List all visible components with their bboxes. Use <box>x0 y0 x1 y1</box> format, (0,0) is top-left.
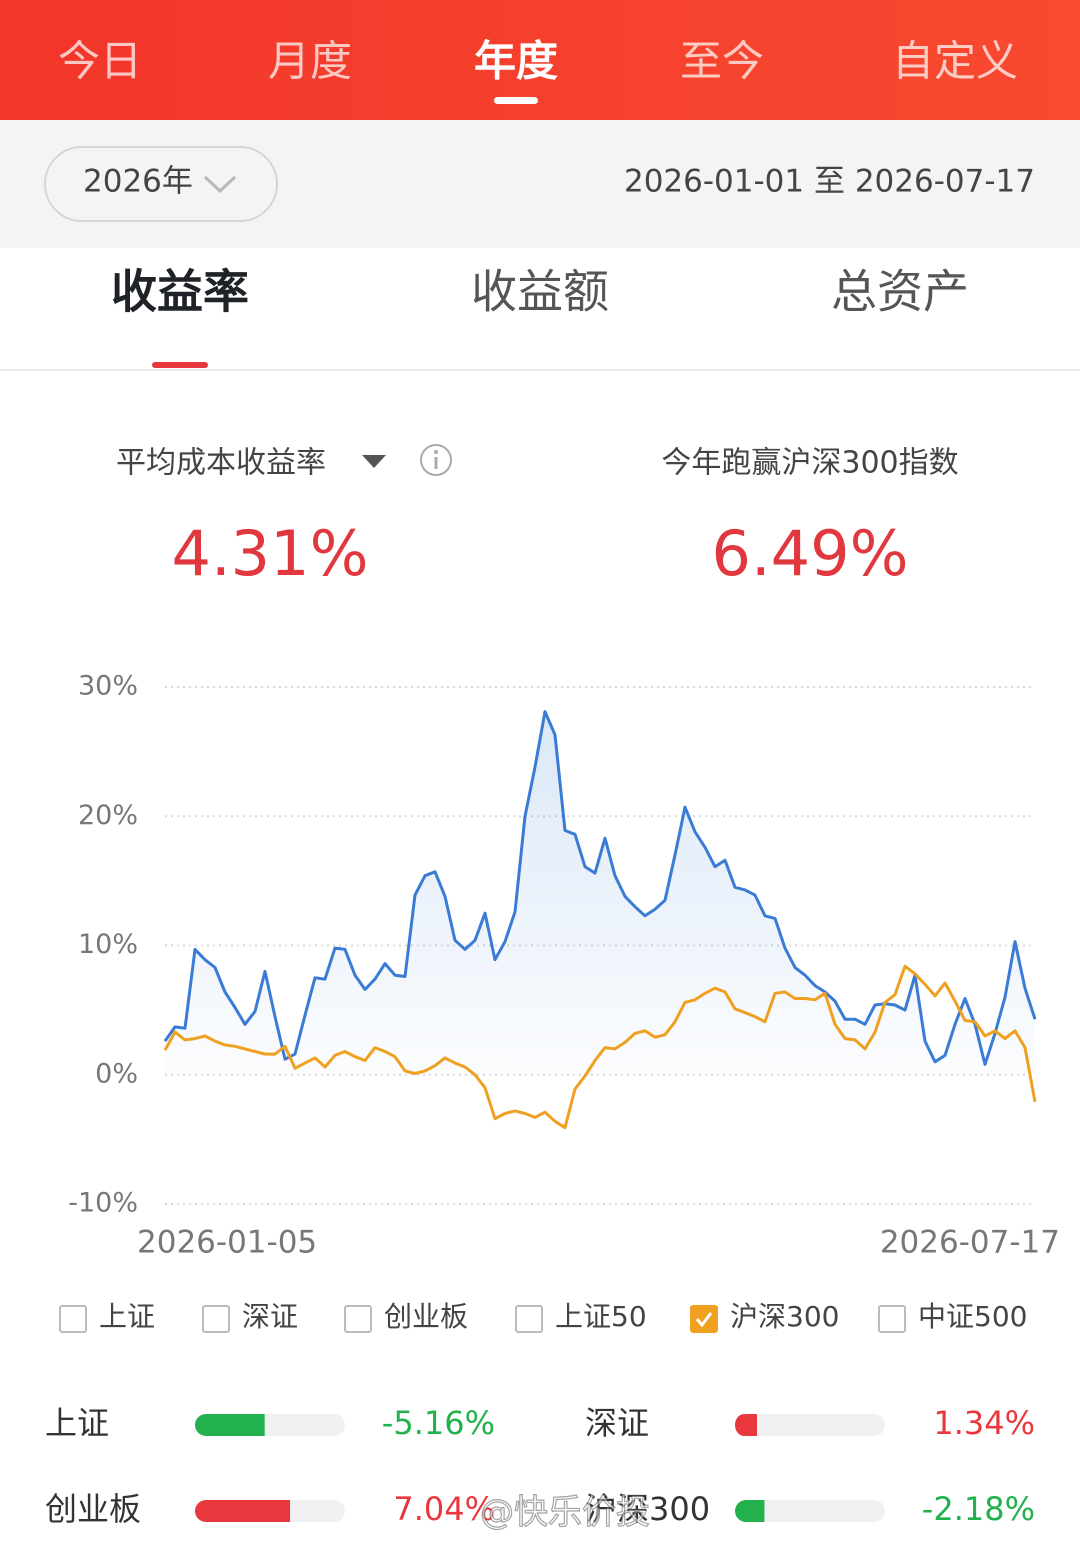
top-tab[interactable]: 自定义 <box>892 37 1018 86</box>
date-range: 2026-01-01 至 2026-07-17 <box>624 164 1035 200</box>
year-picker[interactable] <box>44 146 278 222</box>
option-label[interactable]: 中证500 <box>918 1300 1027 1333</box>
series-area <box>165 711 1035 1075</box>
checkbox[interactable] <box>344 1305 372 1333</box>
bar-end <box>253 1414 265 1436</box>
row-label: 上证 <box>45 1404 109 1442</box>
checkmark <box>695 1312 713 1328</box>
row-label: 沪深300 <box>585 1490 710 1528</box>
bar <box>195 1500 291 1522</box>
row-value: -2.18% <box>922 1490 1035 1528</box>
y-tick-label: 0% <box>95 1058 138 1089</box>
bar-end <box>746 1414 757 1436</box>
top-tab[interactable]: 今日 <box>58 37 142 86</box>
row-value: -5.16% <box>382 1404 495 1442</box>
checkbox[interactable] <box>878 1305 906 1333</box>
top-tab[interactable]: 至今 <box>680 37 764 86</box>
info-icon[interactable] <box>420 444 452 476</box>
top-tab[interactable]: 年度 <box>474 37 558 86</box>
x-tick-label: 2026-01-05 <box>137 1225 317 1261</box>
row-value: 7.04% <box>393 1490 495 1528</box>
top-bar <box>0 0 1080 120</box>
option-label[interactable]: 深证 <box>242 1300 298 1333</box>
option-label[interactable]: 创业板 <box>384 1300 468 1333</box>
bar <box>195 1414 265 1436</box>
row-label: 深证 <box>585 1404 649 1442</box>
metric-tab[interactable]: 收益率 <box>111 265 249 319</box>
year-label: 2026年 <box>83 164 193 200</box>
y-tick-label: 30% <box>78 671 138 702</box>
checkbox[interactable] <box>690 1305 718 1333</box>
bar-track <box>735 1414 885 1436</box>
y-tick-label: -10% <box>68 1188 138 1219</box>
row-label: 创业板 <box>45 1490 141 1528</box>
checkbox[interactable] <box>202 1305 230 1333</box>
bar-end <box>279 1500 291 1522</box>
watermark: @快乐价投 <box>480 1493 650 1533</box>
x-tick-label: 2026-07-17 <box>880 1225 1060 1261</box>
top-tab[interactable]: 月度 <box>268 37 352 86</box>
option-label[interactable]: 沪深300 <box>730 1300 839 1333</box>
tab-indicator <box>494 97 538 104</box>
bar-end <box>753 1500 765 1522</box>
series-line <box>163 964 1037 1130</box>
row-value: 1.34% <box>933 1404 1035 1442</box>
dropdown-icon[interactable] <box>362 455 386 468</box>
series-line <box>163 710 1037 1066</box>
tab-indicator <box>152 362 208 368</box>
checkbox[interactable] <box>59 1305 87 1333</box>
info-icon-dot <box>434 450 438 454</box>
y-tick-label: 10% <box>78 929 138 960</box>
checkbox[interactable] <box>515 1305 543 1333</box>
metric-tab[interactable]: 总资产 <box>831 265 969 319</box>
option-label[interactable]: 上证 <box>99 1300 155 1333</box>
option-label[interactable]: 上证50 <box>555 1300 647 1333</box>
chevron-icon <box>203 175 237 194</box>
stat-label[interactable]: 平均成本收益率 <box>116 446 326 481</box>
stat-value: 4.31% <box>172 517 369 590</box>
stat-label: 今年跑赢沪深300指数 <box>661 446 958 481</box>
metric-tab[interactable]: 收益额 <box>471 265 609 319</box>
stat-value: 6.49% <box>712 517 909 590</box>
y-tick-label: 20% <box>78 800 138 831</box>
bar-track <box>735 1500 885 1522</box>
